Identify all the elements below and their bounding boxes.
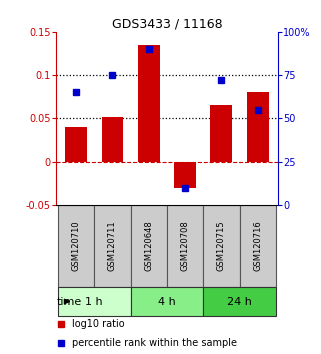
Bar [203,287,276,316]
Text: GSM120710: GSM120710 [72,221,81,271]
Bar [174,161,196,188]
Bar [247,92,269,161]
Bar [65,127,87,161]
Text: GSM120711: GSM120711 [108,221,117,271]
Text: GSM120716: GSM120716 [253,221,262,271]
Text: GSM120708: GSM120708 [181,221,190,271]
Title: GDS3433 / 11168: GDS3433 / 11168 [112,18,222,31]
Text: 1 h: 1 h [85,297,103,307]
Bar [101,118,123,161]
Text: log10 ratio: log10 ratio [72,319,124,329]
Text: 4 h: 4 h [158,297,176,307]
Text: GSM120715: GSM120715 [217,221,226,271]
Bar [58,287,131,316]
Bar [131,205,167,287]
Bar [138,45,160,161]
Bar [167,205,203,287]
Text: GSM120648: GSM120648 [144,221,153,271]
Text: 24 h: 24 h [227,297,252,307]
Bar [203,205,239,287]
Bar [58,205,94,287]
Bar [94,205,131,287]
Text: percentile rank within the sample: percentile rank within the sample [72,338,237,348]
Bar [211,105,232,161]
Text: time: time [56,297,82,307]
Bar [239,205,276,287]
Bar [131,287,203,316]
